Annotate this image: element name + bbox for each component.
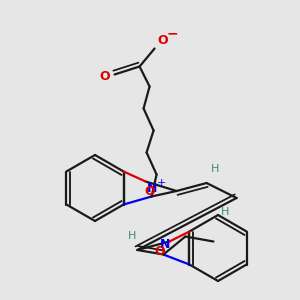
Text: H: H [210,164,219,174]
Text: H: H [128,231,136,241]
Text: H: H [220,207,229,217]
Text: O: O [154,245,165,258]
Text: N: N [160,238,171,251]
Text: O: O [99,70,110,83]
Text: −: − [167,26,178,40]
Text: O: O [144,185,155,198]
Text: O: O [157,34,168,47]
Text: +: + [157,178,166,188]
Text: N: N [146,182,157,195]
